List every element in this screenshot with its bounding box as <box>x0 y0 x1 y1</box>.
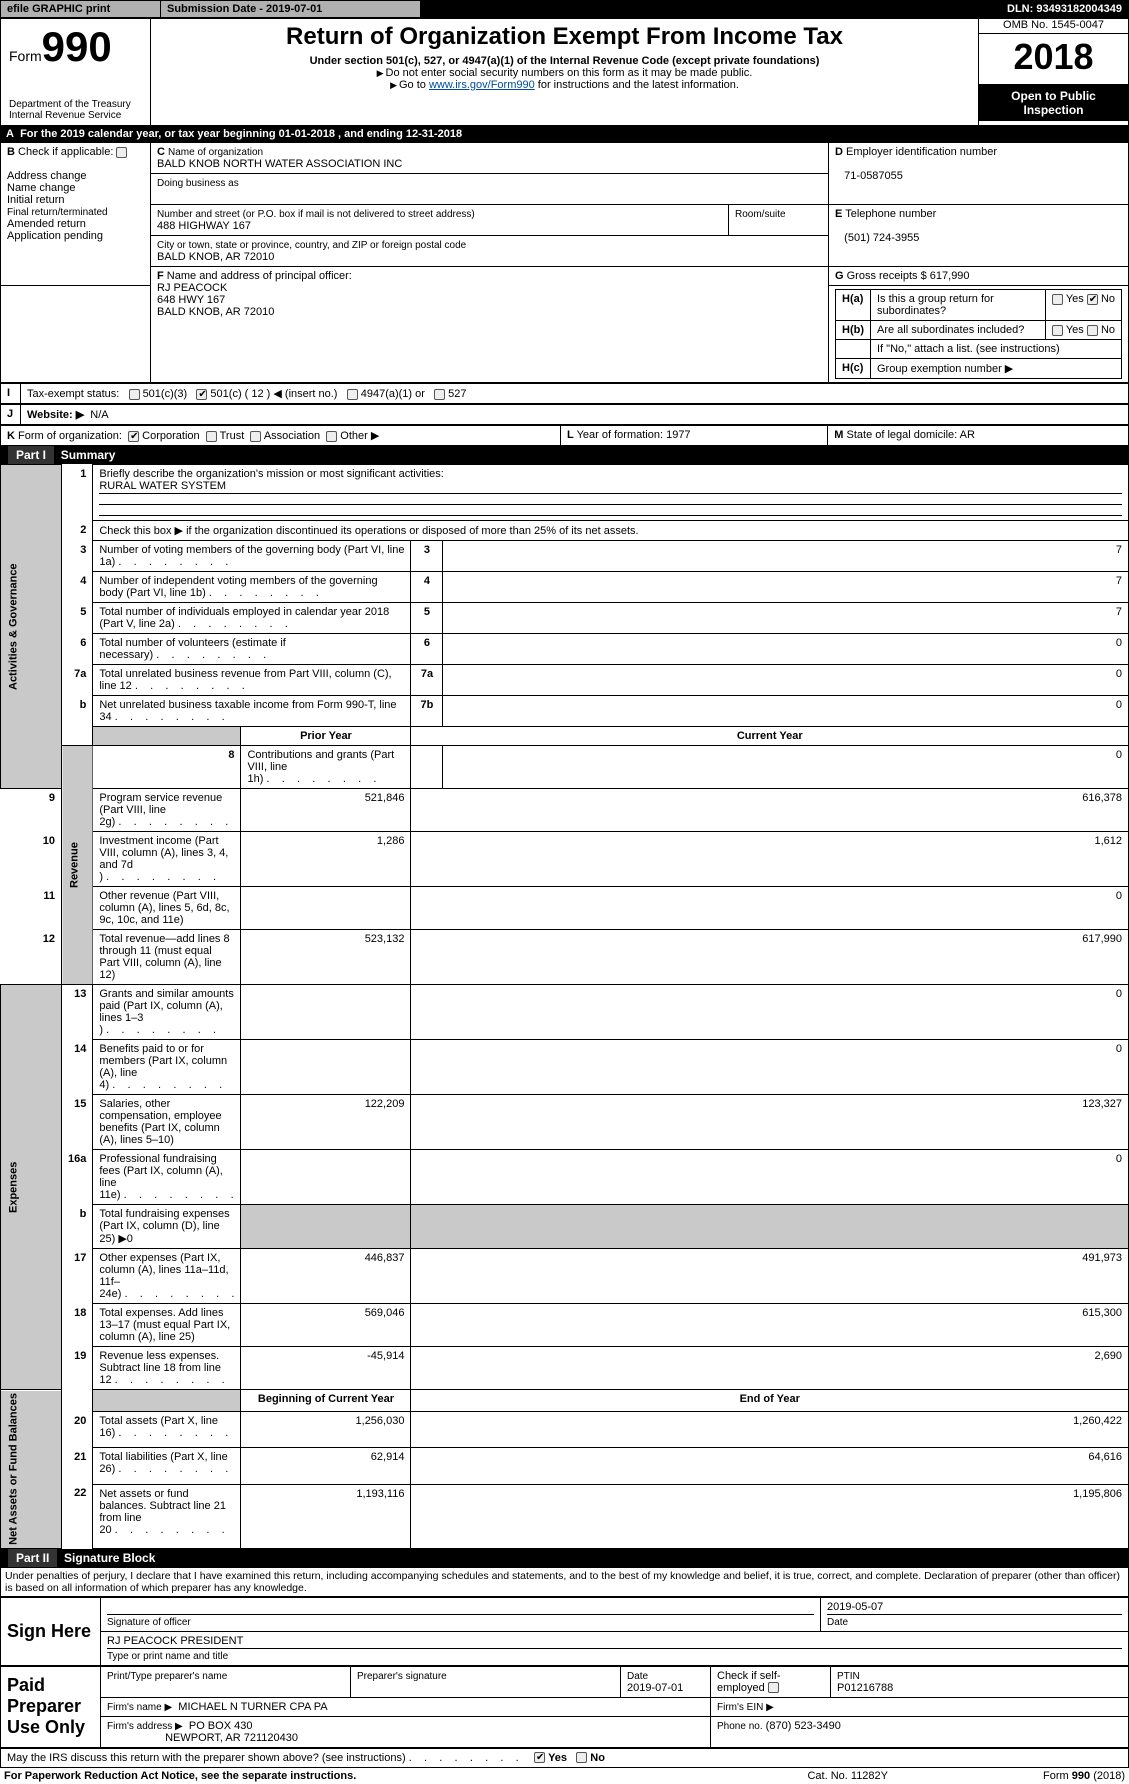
section-d: D Employer identification number 71-0587… <box>829 143 1129 205</box>
vlabel-governance: Activities & Governance <box>1 465 62 789</box>
page-footer: For Paperwork Reduction Act Notice, see … <box>0 1768 1129 1784</box>
efile-tag: efile GRAPHIC print <box>1 1 161 18</box>
section-e: E Telephone number (501) 724-3955 <box>829 205 1129 267</box>
open-to-public: Open to Public Inspection <box>979 85 1128 121</box>
submission-cell: Submission Date - 2019-07-01 <box>161 1 421 18</box>
row-i: I Tax-exempt status: 501(c)(3) 501(c) ( … <box>0 383 1129 404</box>
form-id-cell: Form990 Department of the Treasury Inter… <box>1 19 151 126</box>
row-k: K Form of organization: Corporation Trus… <box>0 425 1129 446</box>
section-h: H(a)Is this a group return for subordina… <box>829 286 1129 383</box>
form-title-cell: Return of Organization Exempt From Incom… <box>151 19 979 126</box>
discuss-row: May the IRS discuss this return with the… <box>0 1748 1129 1768</box>
part-ii-header: Part II Signature Block <box>0 1549 1129 1567</box>
section-f: F Name and address of principal officer:… <box>151 267 829 383</box>
section-c-name: C Name of organization BALD KNOB NORTH W… <box>151 143 829 174</box>
perjury-text: Under penalties of perjury, I declare th… <box>0 1567 1129 1597</box>
form-title: Return of Organization Exempt From Incom… <box>159 23 970 51</box>
dln-cell: DLN: 93493182004349 <box>939 1 1129 18</box>
vlabel-revenue: Revenue <box>62 746 93 985</box>
form-header: Form990 Department of the Treasury Inter… <box>0 18 1129 126</box>
irs-link[interactable]: www.irs.gov/Form990 <box>429 79 535 91</box>
vlabel-net: Net Assets or Fund Balances <box>1 1390 62 1549</box>
vlabel-expenses: Expenses <box>1 985 62 1390</box>
part-i-header: Part I Summary <box>0 446 1129 464</box>
section-c-street: Number and street (or P.O. box if mail i… <box>151 205 729 236</box>
summary-table: Activities & Governance 1 Briefly descri… <box>0 464 1129 1549</box>
section-b: B Check if applicable: Address change Na… <box>1 143 151 286</box>
section-c-dba: Doing business as <box>151 174 829 205</box>
section-c-city: City or town, state or province, country… <box>151 236 829 267</box>
row-a: A For the 2019 calendar year, or tax yea… <box>0 126 1129 142</box>
paid-preparer-block: Paid Preparer Use Only Print/Type prepar… <box>0 1666 1129 1748</box>
year-box: OMB No. 1545-0047 2018 <box>979 19 1129 85</box>
sign-here-block: Sign Here Signature of officer 2019-05-0… <box>0 1597 1129 1666</box>
row-j: JWebsite: ▶ N/A <box>0 404 1129 425</box>
checkbox[interactable] <box>116 147 127 158</box>
room-suite: Room/suite <box>729 205 829 236</box>
section-g: G Gross receipts $ 617,990 <box>829 267 1129 286</box>
entity-block: B Check if applicable: Address change Na… <box>0 142 1129 383</box>
topbar: efile GRAPHIC print Submission Date - 20… <box>0 0 1129 18</box>
